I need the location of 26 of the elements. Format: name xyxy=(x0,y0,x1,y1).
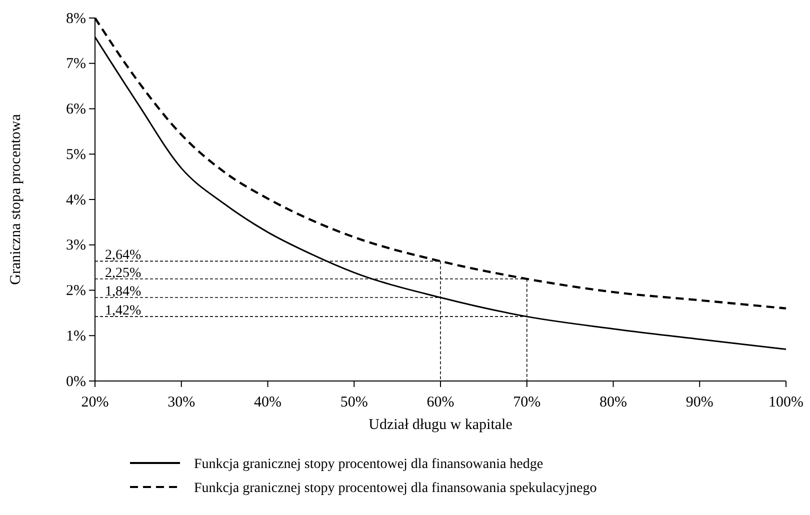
x-tick-label: 80% xyxy=(600,394,627,410)
x-tick-label: 70% xyxy=(513,394,541,410)
x-tick-label: 90% xyxy=(686,394,714,410)
y-tick-label: 1% xyxy=(66,328,86,344)
legend-label: Funkcja granicznej stopy procentowej dla finansowania spekulacyjnego xyxy=(194,481,597,496)
ref-line-label: 1,42% xyxy=(105,304,142,319)
ref-line-label: 1,84% xyxy=(105,284,142,300)
y-tick-label: 3% xyxy=(66,238,86,254)
x-tick-label: 50% xyxy=(340,394,368,410)
y-axis-title: Graniczna stopa procentowa xyxy=(8,114,24,285)
x-tick-label: 30% xyxy=(168,394,196,410)
y-tick-label: 0% xyxy=(66,374,86,390)
x-tick-label: 60% xyxy=(426,394,454,410)
legend-label: Funkcja granicznej stopy procentowej dla finansowania hedge xyxy=(194,457,544,472)
y-tick-label: 6% xyxy=(66,102,86,118)
y-tick-label: 7% xyxy=(66,56,86,72)
y-tick-label: 2% xyxy=(66,283,86,300)
y-tick-label: 8% xyxy=(66,10,86,27)
x-tick-label: 100% xyxy=(768,394,804,410)
x-tick-label: 20% xyxy=(81,394,109,410)
ref-line-label: 2,64% xyxy=(105,248,142,264)
y-tick-label: 4% xyxy=(66,192,86,208)
ref-line-label: 2,25% xyxy=(105,266,142,281)
x-axis-title: Udział długu w kapitale xyxy=(368,417,513,433)
y-tick-label: 5% xyxy=(66,146,86,163)
x-tick-label: 40% xyxy=(254,394,282,410)
